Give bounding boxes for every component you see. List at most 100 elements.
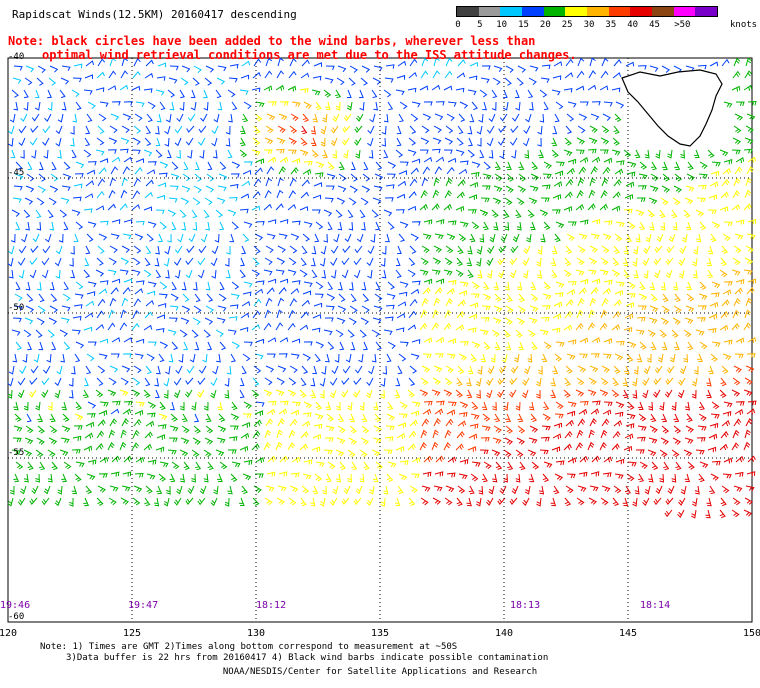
wind-barb [692, 257, 698, 267]
wind-barb [289, 418, 298, 427]
wind-barb [15, 161, 23, 170]
wind-barb [444, 377, 453, 386]
wind-barb [471, 461, 481, 467]
wind-barb [671, 449, 680, 458]
lat-lon-grid [8, 58, 752, 622]
wind-barb [303, 160, 313, 166]
wind-barb [492, 437, 502, 444]
longitude-label: 130 [246, 628, 266, 639]
wind-barb [536, 257, 542, 267]
wind-barb [587, 84, 597, 91]
wind-barb [300, 377, 307, 387]
wind-barb [372, 473, 379, 483]
wind-barb [8, 245, 15, 255]
wind-barb [349, 425, 357, 434]
wind-barb [456, 377, 463, 387]
wind-barb [341, 389, 349, 398]
wind-barb [34, 101, 41, 111]
wind-barb [173, 497, 182, 506]
wind-barb [123, 337, 133, 343]
wind-barb [41, 377, 50, 386]
wind-barb-field [7, 57, 757, 519]
wind-barb [299, 206, 309, 211]
wind-barb [564, 497, 572, 507]
wind-barb [540, 77, 550, 84]
wind-barb [361, 305, 370, 313]
wind-barb [288, 70, 297, 79]
wind-barb [498, 365, 507, 374]
wind-barb [662, 293, 669, 303]
wind-barb [37, 65, 46, 73]
wind-barb [420, 137, 430, 145]
wind-barb [356, 233, 364, 243]
wind-barb [600, 137, 610, 145]
wind-barb [398, 353, 407, 362]
wind-barb [459, 221, 469, 228]
wind-barb [432, 309, 439, 319]
wind-barb [301, 420, 311, 427]
wind-barb [409, 365, 418, 374]
wind-barb [183, 341, 189, 351]
wind-barb [174, 125, 183, 134]
wind-barb [35, 329, 43, 338]
wind-barb [185, 257, 194, 266]
wind-barb [686, 413, 693, 423]
wind-barb [61, 185, 71, 192]
wind-barb [733, 297, 741, 307]
wind-barb [673, 281, 679, 291]
wind-barb [107, 149, 117, 154]
wind-barb [554, 113, 560, 123]
wind-barb [745, 365, 755, 373]
wind-barb [369, 485, 375, 495]
wind-barb [120, 189, 128, 199]
wind-barb [62, 293, 71, 302]
time-label: 18:14 [640, 600, 671, 611]
wind-barb [602, 409, 612, 416]
wind-barb [146, 353, 155, 361]
wind-barb [23, 473, 29, 483]
wind-barb [315, 461, 325, 468]
wind-barb [314, 293, 324, 299]
wind-barb [144, 137, 152, 146]
wind-barb [600, 70, 609, 79]
wind-barb [56, 365, 63, 375]
wind-barb [302, 353, 311, 361]
wind-barb [120, 309, 127, 319]
wind-barb [171, 461, 180, 470]
longitude-label: 135 [370, 628, 390, 639]
wind-barb [747, 156, 757, 163]
wind-barb [200, 233, 208, 243]
wind-barb [24, 437, 34, 445]
wind-barb [722, 233, 731, 242]
wind-barb [600, 497, 609, 506]
wind-barb [398, 291, 408, 297]
wind-barb [695, 449, 705, 455]
wind-barb [194, 173, 202, 182]
wind-barb [255, 158, 265, 164]
wind-barb [72, 196, 82, 202]
wind-barb [615, 401, 625, 409]
wind-barb [302, 412, 312, 418]
wind-barb [75, 221, 84, 230]
wind-barb [409, 419, 418, 427]
wind-barb [336, 473, 342, 483]
wind-barb [720, 257, 728, 267]
wind-barb [231, 281, 240, 290]
wind-barb [697, 305, 707, 310]
wind-barb [203, 449, 212, 458]
wind-barb [95, 323, 105, 331]
wind-barb [143, 269, 152, 278]
wind-barb [627, 341, 637, 349]
wind-barb [68, 389, 74, 399]
wind-barb [335, 101, 341, 111]
wind-barb [372, 437, 382, 444]
wind-barb [55, 269, 61, 279]
wind-barb [747, 278, 757, 285]
wind-barb [643, 245, 651, 254]
wind-barb [204, 197, 213, 206]
wind-barb [489, 233, 496, 243]
wind-barb [711, 401, 720, 410]
wind-barb [552, 433, 562, 440]
wind-barb [72, 113, 78, 123]
wind-barb [615, 160, 625, 166]
